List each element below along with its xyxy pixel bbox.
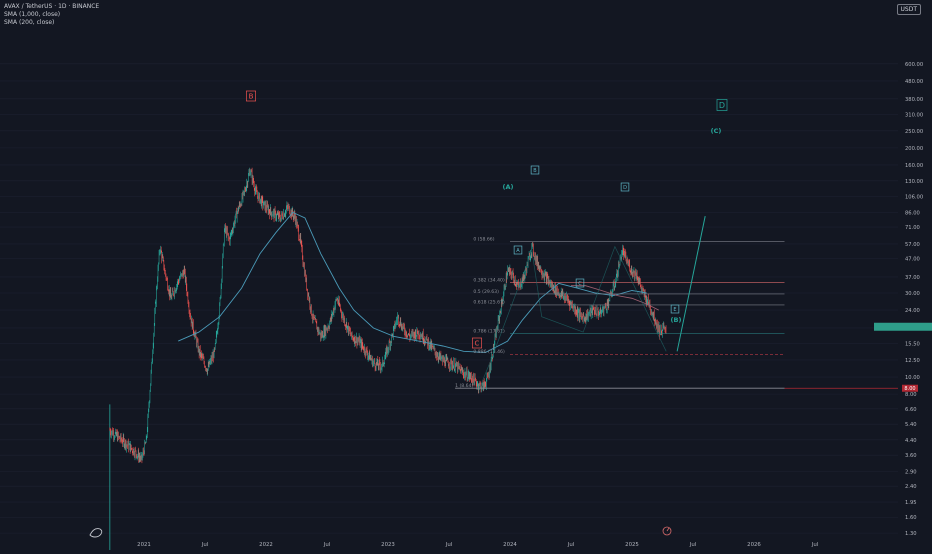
time-tick-label: 2022 (259, 542, 273, 548)
price-tick-label: 106.00 (905, 194, 923, 200)
wave-label-small-e-box (670, 304, 680, 314)
wave-label-big-b: B (249, 92, 254, 100)
price-tick-label: 71.00 (905, 225, 920, 231)
price-tick-label: 24.00 (905, 308, 920, 314)
price-tick-label: 10.00 (905, 375, 920, 381)
sma-secondary-line (571, 285, 659, 311)
price-tick-label: 1.95 (905, 500, 917, 506)
price-tick-label: 2.40 (905, 484, 917, 490)
price-tick-label: 1.30 (905, 531, 917, 537)
price-tick-label: 1.60 (905, 515, 917, 521)
wave-label-small-a: A (516, 248, 520, 254)
time-tick-label: Jul (811, 542, 819, 548)
timer-icon-hand (666, 527, 670, 532)
symbol-title[interactable]: AVAX / TetherUS · 1D · BINANCE (4, 3, 100, 10)
projection-line (676, 215, 706, 352)
price-tick-label: 130.00 (905, 179, 923, 185)
sma-200-line (178, 211, 647, 353)
wave-label-small-c-box (575, 278, 585, 288)
wave-label-c-paren: (C) (711, 127, 722, 135)
wave-label-big-d-box (716, 99, 728, 111)
wave-label-small-e: E (673, 307, 676, 313)
price-tick-label: 200.00 (905, 146, 923, 152)
price-tick-label: 480.00 (905, 79, 923, 85)
fib-level-label: 0.382 (34.40) (473, 277, 505, 283)
time-tick-label: Jul (445, 542, 453, 548)
price-tick-label: 4.40 (905, 438, 917, 444)
wave-label-big-c-box (472, 337, 482, 349)
time-tick-label: Jul (689, 542, 697, 548)
time-tick-label: 2024 (503, 542, 517, 548)
price-tick-label: 12.50 (905, 358, 920, 364)
time-tick-label: Jul (323, 542, 331, 548)
fib-level-label: 0.5 (29.63) (473, 289, 499, 295)
price-tick-label: 5.40 (905, 422, 917, 428)
wave-label-big-b-box (246, 90, 256, 102)
tradingview-logo-icon (89, 528, 103, 538)
fib-level-label: 0.786 (17.61) (473, 329, 505, 335)
time-tick-label: 2026 (747, 542, 761, 548)
wave-label-small-c: C (578, 281, 582, 287)
wave-path (479, 245, 667, 389)
time-tick-label: Jul (567, 542, 575, 548)
currency-badge[interactable]: USDT (896, 4, 921, 15)
price-tick-label: 57.00 (905, 242, 920, 248)
wave-label-big-d: D (719, 101, 725, 110)
wave-label-small-b: B (533, 168, 537, 174)
wave-label-small-d: D (623, 185, 627, 191)
time-tick-label: 2023 (381, 542, 395, 548)
price-tick-label: 8.00 (905, 392, 917, 398)
price-tick-label: 310.00 (905, 112, 923, 118)
time-tick-label: 2021 (137, 542, 151, 548)
support-price-label: 8.00 (904, 386, 915, 392)
price-tick-label: 30.00 (905, 291, 920, 297)
price-tick-label: 250.00 (905, 129, 923, 135)
fib-level-label: 0.618 (25.67) (473, 300, 505, 306)
price-tick-label: 37.00 (905, 275, 920, 281)
wave-label-big-c: C (475, 339, 480, 347)
wave-label-a-paren: (A) (503, 183, 514, 191)
wave-label-b-paren: (B) (671, 316, 682, 324)
price-tick-label: 160.00 (905, 163, 923, 169)
sma-200-legend[interactable]: SMA (200, close) (4, 19, 55, 26)
price-tick-label: 380.00 (905, 97, 923, 103)
support-price-marker (902, 384, 918, 392)
wave-label-small-d-box (620, 182, 630, 192)
fib-level-label: 0 (58.66) (473, 237, 494, 243)
time-tick-label: Jul (201, 542, 209, 548)
current-price-marker (874, 322, 932, 331)
price-tick-label: 2.90 (905, 470, 917, 476)
wave-label-small-b-box (530, 165, 540, 175)
timer-icon (662, 526, 672, 536)
price-tick-label: 600.00 (905, 62, 923, 68)
wave-label-small-a-box (513, 245, 523, 255)
price-tick-label: 86.00 (905, 210, 920, 216)
fib-level-label: 0.886 (13.46) (473, 349, 505, 355)
price-tick-label: 47.00 (905, 257, 920, 263)
fib-level-label: 1 (8.64) (455, 383, 473, 389)
time-tick-label: 2025 (625, 542, 639, 548)
price-tick-label: 6.60 (905, 407, 917, 413)
sma-1000-legend[interactable]: SMA (1,000, close) (4, 11, 61, 18)
price-tick-label: 15.50 (905, 342, 920, 348)
price-tick-label: 3.60 (905, 453, 917, 459)
